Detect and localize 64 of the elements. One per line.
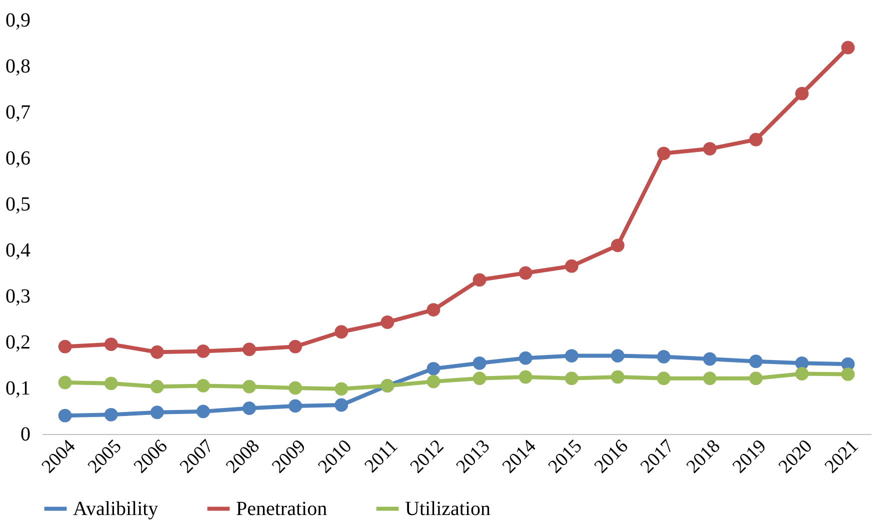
point [58,408,72,422]
point [472,273,486,287]
y-tick-label: 0,4 [6,240,30,262]
point [288,381,302,395]
point [841,40,855,54]
legend-label: Utilization [405,498,491,520]
point [104,376,118,390]
point [749,372,763,386]
point [288,340,302,354]
point [610,370,624,384]
point [795,367,809,380]
point [242,380,256,394]
point [334,398,348,412]
y-tick-label: 0,3 [6,286,30,308]
point [150,345,164,359]
point [703,372,717,386]
point [657,350,670,364]
x-tick-label: 2011 [360,436,402,478]
point [518,351,532,365]
y-tick-label: 0,1 [6,378,30,400]
point [518,266,532,280]
point [104,408,118,422]
point [518,370,532,384]
point [749,132,763,146]
y-tick-label: 0 [20,424,30,446]
point [657,146,670,160]
point [749,354,763,368]
point [380,316,394,329]
y-tick-label: 0,5 [6,194,30,216]
point [242,342,256,356]
point [334,382,348,396]
point [58,340,72,354]
y-tick-label: 0,9 [6,10,30,32]
point [104,338,118,351]
point [703,142,717,156]
point [426,374,440,388]
point [196,404,210,418]
point [657,372,670,386]
point [610,349,624,362]
y-tick-label: 0,7 [6,102,30,124]
point [564,349,578,362]
point [196,379,210,392]
point [472,372,486,386]
point [472,356,486,370]
legend-label: Avalibility [73,498,158,520]
point [564,372,578,386]
point [426,362,440,376]
point [426,303,440,316]
point [150,406,164,420]
point [196,344,210,358]
point [58,376,72,390]
y-tick-label: 0,2 [6,332,30,354]
point [841,368,855,381]
legend-label: Penetration [236,498,328,520]
point [795,86,809,100]
point [334,325,348,339]
y-tick-label: 0,8 [6,56,30,78]
point [610,238,624,252]
point [288,399,302,413]
y-tick-label: 0,6 [6,148,30,170]
point [150,380,164,394]
point [242,402,256,415]
point [564,259,578,273]
point [703,352,717,366]
